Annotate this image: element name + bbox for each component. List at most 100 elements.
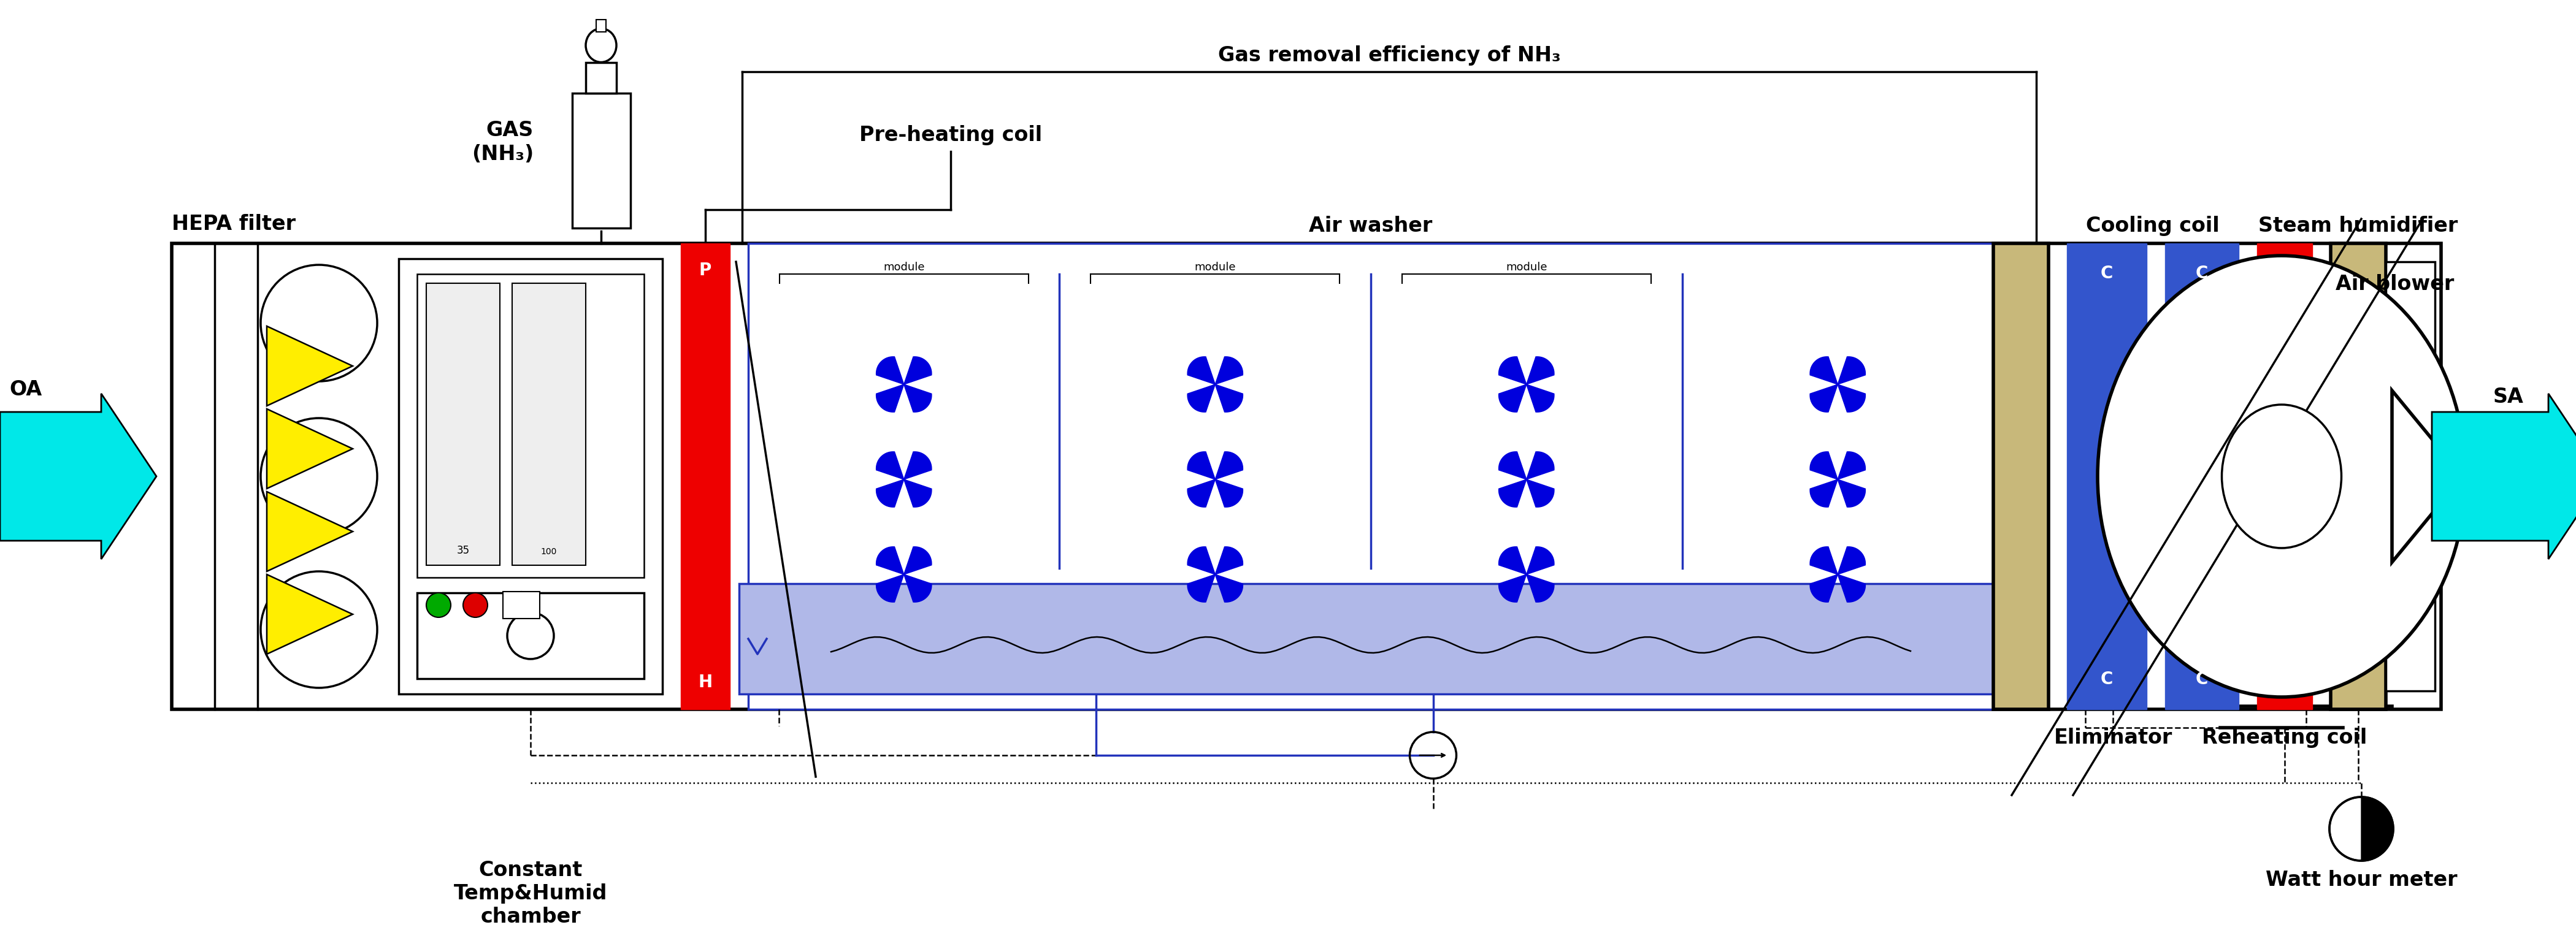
Polygon shape (513, 284, 585, 565)
Polygon shape (1188, 479, 1216, 507)
Polygon shape (2257, 244, 2313, 710)
Text: module: module (884, 261, 925, 272)
Polygon shape (1528, 575, 1553, 602)
Polygon shape (268, 409, 353, 488)
Ellipse shape (2097, 256, 2465, 697)
Text: Reheating coil: Reheating coil (2202, 727, 2367, 748)
Text: R: R (2277, 265, 2290, 282)
Text: 35: 35 (456, 545, 469, 556)
Polygon shape (425, 284, 500, 565)
Polygon shape (904, 357, 933, 384)
Text: H: H (2277, 671, 2293, 688)
Text: OA: OA (10, 379, 41, 400)
Polygon shape (1188, 384, 1216, 412)
Text: GAS
(NH₃): GAS (NH₃) (471, 120, 533, 164)
Ellipse shape (2223, 405, 2342, 548)
Polygon shape (747, 244, 1994, 710)
Polygon shape (739, 584, 2002, 694)
Polygon shape (268, 575, 353, 654)
Text: Watt hour meter: Watt hour meter (2264, 870, 2458, 890)
Text: C: C (2099, 671, 2112, 688)
Polygon shape (1994, 244, 2048, 710)
Polygon shape (904, 384, 933, 412)
Ellipse shape (585, 29, 616, 62)
Polygon shape (1499, 547, 1528, 575)
Polygon shape (595, 20, 605, 32)
Polygon shape (2362, 797, 2393, 861)
Polygon shape (1499, 357, 1528, 384)
Polygon shape (1811, 547, 1837, 575)
Polygon shape (876, 547, 904, 575)
Polygon shape (1837, 384, 1865, 412)
Polygon shape (1216, 479, 1242, 507)
Polygon shape (1837, 547, 1865, 575)
Polygon shape (876, 575, 904, 602)
Text: Eliminator: Eliminator (2053, 727, 2172, 748)
Text: module: module (1195, 261, 1236, 272)
Polygon shape (1216, 357, 1242, 384)
Polygon shape (1811, 384, 1837, 412)
Polygon shape (876, 384, 904, 412)
Polygon shape (680, 244, 729, 710)
Polygon shape (904, 575, 933, 602)
Polygon shape (1528, 357, 1553, 384)
Text: Cooling coil: Cooling coil (2087, 216, 2221, 236)
Polygon shape (1528, 452, 1553, 479)
Polygon shape (268, 492, 353, 571)
Polygon shape (1216, 547, 1242, 575)
FancyArrow shape (2432, 393, 2576, 559)
Polygon shape (1499, 452, 1528, 479)
Polygon shape (1528, 384, 1553, 412)
Polygon shape (399, 259, 662, 694)
Text: Gas removal efficiency of NH₃: Gas removal efficiency of NH₃ (1218, 46, 1561, 66)
Polygon shape (572, 93, 631, 228)
Polygon shape (1528, 547, 1553, 575)
Polygon shape (2331, 244, 2385, 710)
Polygon shape (1499, 575, 1528, 602)
Polygon shape (1837, 357, 1865, 384)
Text: C: C (2195, 265, 2208, 282)
Polygon shape (2066, 244, 2146, 710)
Polygon shape (1499, 479, 1528, 507)
Polygon shape (904, 452, 933, 479)
Polygon shape (1216, 575, 1242, 602)
Polygon shape (1811, 357, 1837, 384)
Text: P: P (698, 261, 711, 279)
Text: Air washer: Air washer (1309, 216, 1432, 236)
Polygon shape (1216, 384, 1242, 412)
Text: module: module (1507, 261, 1548, 272)
Polygon shape (2164, 244, 2239, 710)
Polygon shape (1837, 452, 1865, 479)
Text: Steam humidifier: Steam humidifier (2259, 216, 2458, 236)
Polygon shape (876, 479, 904, 507)
Circle shape (425, 592, 451, 618)
Circle shape (464, 592, 487, 618)
Text: H: H (698, 673, 714, 691)
Polygon shape (1811, 479, 1837, 507)
Text: Constant
Temp&Humid
chamber: Constant Temp&Humid chamber (453, 860, 608, 927)
Polygon shape (1811, 575, 1837, 602)
Polygon shape (1188, 357, 1216, 384)
Polygon shape (904, 479, 933, 507)
Text: HEPA filter: HEPA filter (173, 214, 296, 234)
Polygon shape (1188, 575, 1216, 602)
Polygon shape (1837, 479, 1865, 507)
Polygon shape (2385, 261, 2434, 691)
Polygon shape (1188, 452, 1216, 479)
Text: C: C (2099, 265, 2112, 282)
Text: 100: 100 (541, 548, 556, 556)
FancyArrow shape (0, 393, 157, 559)
Text: C: C (2195, 671, 2208, 688)
Polygon shape (1188, 547, 1216, 575)
Polygon shape (876, 452, 904, 479)
Polygon shape (1811, 452, 1837, 479)
Polygon shape (502, 591, 541, 618)
Circle shape (2329, 797, 2393, 861)
Text: Air blower: Air blower (2336, 274, 2455, 294)
Polygon shape (268, 326, 353, 405)
Polygon shape (585, 62, 616, 93)
Polygon shape (417, 592, 644, 679)
Polygon shape (904, 547, 933, 575)
Polygon shape (1499, 384, 1528, 412)
Polygon shape (1528, 479, 1553, 507)
